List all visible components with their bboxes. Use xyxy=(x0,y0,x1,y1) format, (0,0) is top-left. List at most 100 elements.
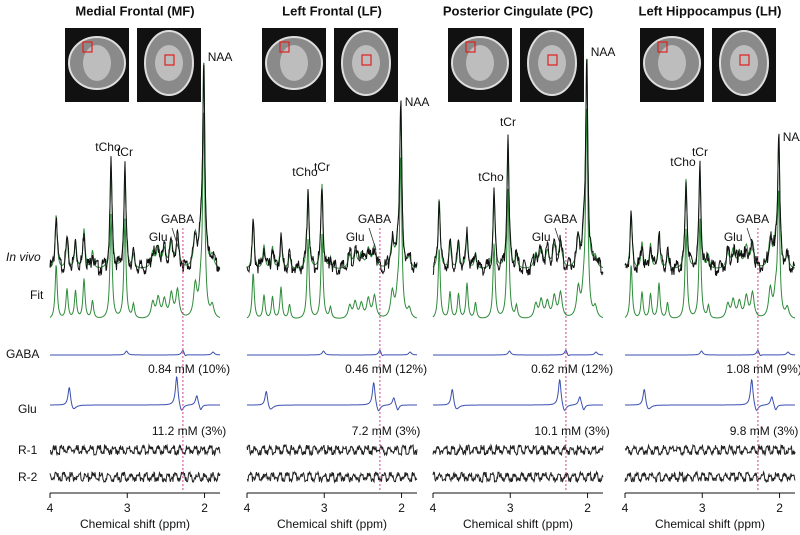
glu-fit xyxy=(247,381,417,412)
row-label: GABA xyxy=(6,347,39,361)
x-axis-label: Chemical shift (ppm) xyxy=(655,517,765,531)
in-vivo-spectrum xyxy=(432,59,604,276)
x-tick-label: 2 xyxy=(776,501,783,515)
gaba-fit xyxy=(625,349,796,357)
peak-label: NAA xyxy=(591,45,616,59)
mri-detail xyxy=(658,45,686,81)
x-tick-label: 2 xyxy=(584,501,591,515)
mri-detail xyxy=(280,45,308,81)
x-axis-label: Chemical shift (ppm) xyxy=(80,517,190,531)
peak-label: tCho xyxy=(95,140,121,154)
x-tick-label: 4 xyxy=(430,501,437,515)
in-vivo-spectrum xyxy=(246,100,418,276)
glu-result: 11.2 mM (3%) xyxy=(152,424,226,438)
peak-label: NAA xyxy=(208,50,233,64)
x-axis-label: Chemical shift (ppm) xyxy=(463,517,573,531)
peak-label: tCr xyxy=(314,160,330,174)
gaba-fit xyxy=(50,349,221,357)
residual-1 xyxy=(246,443,418,457)
peak-label: GABA xyxy=(544,212,577,226)
row-label: R-2 xyxy=(18,470,38,484)
peak-label: GABA xyxy=(736,212,769,226)
label-leader xyxy=(746,227,755,251)
residual-1 xyxy=(49,443,221,457)
peak-label: Glu xyxy=(346,230,365,244)
peak-label: NAA xyxy=(783,130,800,144)
voxel xyxy=(657,41,668,53)
row-label: Fit xyxy=(30,288,44,302)
glu-result: 7.2 mM (3%) xyxy=(352,424,421,438)
peak-label: tCho xyxy=(292,165,318,179)
voxel xyxy=(361,54,372,66)
in-vivo-spectrum xyxy=(49,64,221,277)
voxel xyxy=(82,41,93,53)
row-label: Glu xyxy=(18,402,37,416)
mri-detail xyxy=(466,45,494,81)
glu-result: 10.1 mM (3%) xyxy=(534,424,609,438)
residual-2 xyxy=(247,470,418,484)
fit-spectrum xyxy=(246,156,418,319)
x-tick-label: 3 xyxy=(507,501,514,515)
in-vivo-spectrum xyxy=(624,133,796,276)
mri-detail xyxy=(352,45,380,81)
peak-label: Glu xyxy=(532,230,551,244)
peak-label: Glu xyxy=(724,230,743,244)
label-leader xyxy=(171,227,180,251)
glu-fit xyxy=(625,378,795,412)
panel-title: Medial Frontal (MF) xyxy=(75,3,194,18)
mri-detail xyxy=(730,45,758,81)
x-tick-label: 3 xyxy=(699,501,706,515)
gaba-result: 1.08 mM (9%) xyxy=(726,362,800,376)
fit-spectrum xyxy=(49,112,221,319)
row-label: R-1 xyxy=(18,443,38,457)
voxel xyxy=(739,54,750,66)
fit-spectrum xyxy=(624,190,796,319)
row-label: In vivo xyxy=(6,250,41,264)
mri-detail xyxy=(83,45,111,81)
residual-1 xyxy=(432,443,604,457)
gaba-result: 0.84 mM (10%) xyxy=(148,362,230,376)
x-tick-label: 4 xyxy=(47,501,54,515)
peak-label: tCr xyxy=(692,145,708,159)
x-tick-label: 3 xyxy=(124,501,131,515)
voxel xyxy=(279,41,290,53)
x-tick-label: 4 xyxy=(622,501,629,515)
peak-label: NAA xyxy=(405,95,430,109)
panel-title: Left Frontal (LF) xyxy=(282,3,382,18)
x-axis-label: Chemical shift (ppm) xyxy=(277,517,387,531)
label-leader xyxy=(368,227,377,251)
label-leader xyxy=(554,227,563,251)
glu-fit xyxy=(50,376,220,411)
residual-2 xyxy=(49,470,221,483)
panel-title: Posterior Cingulate (PC) xyxy=(443,3,593,18)
peak-label: Glu xyxy=(149,230,168,244)
peak-label: tCr xyxy=(500,115,516,129)
mri-detail xyxy=(538,45,566,81)
peak-label: GABA xyxy=(161,212,194,226)
x-tick-label: 2 xyxy=(201,501,208,515)
glu-fit xyxy=(433,378,603,412)
residual-1 xyxy=(624,443,796,457)
panel-title: Left Hippocampus (LH) xyxy=(639,3,782,18)
voxel xyxy=(164,54,175,66)
x-tick-label: 3 xyxy=(321,501,328,515)
fit-overlay xyxy=(624,140,796,269)
gaba-result: 0.46 mM (12%) xyxy=(345,362,427,376)
voxel xyxy=(465,41,476,53)
peak-label: tCho xyxy=(670,155,696,169)
peak-label: tCr xyxy=(117,145,133,159)
voxel xyxy=(547,54,558,66)
residual-2 xyxy=(432,470,604,484)
peak-label: tCho xyxy=(478,170,504,184)
peak-label: GABA xyxy=(358,212,391,226)
x-tick-label: 2 xyxy=(398,501,405,515)
gaba-fit xyxy=(247,349,418,357)
gaba-result: 0.62 mM (12%) xyxy=(531,362,613,376)
residual-2 xyxy=(624,470,796,484)
fit-spectrum xyxy=(432,108,604,319)
gaba-fit xyxy=(433,349,604,357)
mri-detail xyxy=(155,45,183,81)
glu-result: 9.8 mM (3%) xyxy=(730,424,799,438)
x-tick-label: 4 xyxy=(244,501,251,515)
